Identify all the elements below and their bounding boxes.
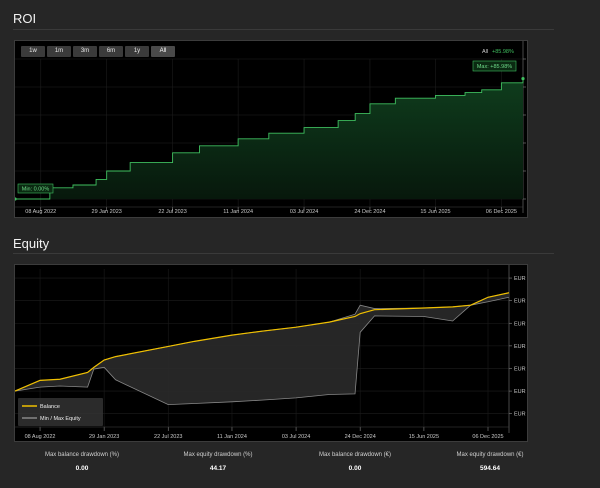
- stat-label: Max balance drawdown (€): [318, 452, 392, 458]
- equity-x-tick-label: 29 Jan 2023: [89, 434, 119, 440]
- roi-title: ROI: [13, 11, 37, 26]
- equity-divider: [13, 253, 554, 254]
- roi-x-tick-label: 29 Jan 2023: [92, 209, 122, 215]
- stat-label: Max equity drawdown (€): [456, 452, 524, 458]
- stat-value: 594.64: [480, 465, 500, 472]
- equity-x-tick-label: 03 Jul 2024: [282, 434, 310, 440]
- roi-legend-all: All: [482, 49, 488, 55]
- stat-value: 0.00: [75, 465, 89, 472]
- range-button-1w[interactable]: 1w: [21, 46, 45, 57]
- stat-3: Max balance drawdown (€) 0.00: [295, 452, 415, 472]
- roi-x-tick-label: 08 Aug 2022: [25, 209, 56, 215]
- roi-min-label: Min: 0.00%: [22, 187, 50, 193]
- roi-max-label: Max: +85.98%: [477, 64, 512, 70]
- stat-2: Max equity drawdown (%) 44.17: [158, 452, 278, 472]
- equity-x-tick-label: 22 Jul 2023: [154, 434, 182, 440]
- equity-chart[interactable]: EUR 800.00 EUR 1 000.00 EUR 1 200.00 EUR 1 …: [15, 265, 527, 441]
- roi-chart[interactable]: 0.00%+20.00%+40.00%+60.00%+80.00%+100.00…: [15, 41, 527, 217]
- equity-y-tick-label: EUR 1 400.00: [514, 344, 527, 350]
- equity-y-tick-label: EUR 1 200.00: [514, 366, 527, 372]
- equity-min-line: [15, 296, 510, 406]
- roi-x-tick-label: 03 Jul 2024: [290, 209, 318, 215]
- stat-4: Max equity drawdown (€) 594.64: [430, 452, 550, 472]
- range-selector: 1w 1m 3m 6m 1y All: [21, 46, 175, 57]
- legend-balance-label: Balance: [40, 404, 60, 410]
- stat-label: Max equity drawdown (%): [183, 452, 253, 458]
- stat-label: Max balance drawdown (%): [44, 452, 120, 458]
- range-button-3m[interactable]: 3m: [73, 46, 97, 57]
- stat-value: 44.17: [209, 465, 227, 472]
- range-button-1m[interactable]: 1m: [47, 46, 71, 57]
- roi-min-point: [15, 197, 17, 201]
- range-button-6m[interactable]: 6m: [99, 46, 123, 57]
- roi-min-box: [17, 183, 54, 194]
- stat-1: Max balance drawdown (%) 0.00: [22, 452, 142, 472]
- roi-max-point: [521, 77, 525, 81]
- range-button-1y[interactable]: 1y: [125, 46, 149, 57]
- equity-x-tick-label: 15 Jun 2025: [409, 434, 439, 440]
- equity-x-tick-label: 11 Jan 2024: [217, 434, 247, 440]
- equity-y-tick-label: EUR 1 800.00: [514, 299, 527, 305]
- legend-minmax-label: Min / Max Equity: [40, 416, 81, 422]
- equity-chart-panel: EUR 800.00 EUR 1 000.00 EUR 1 200.00 EUR 1 …: [14, 264, 528, 442]
- equity-x-tick-label: 08 Aug 2022: [25, 434, 56, 440]
- equity-minmax-band: [15, 292, 509, 405]
- roi-x-tick-label: 15 Jun 2025: [420, 209, 450, 215]
- roi-max-box: [472, 60, 517, 72]
- equity-balance-line: [15, 292, 510, 392]
- equity-y-tick-label: EUR 800.00: [514, 412, 527, 418]
- equity-y-tick-label: EUR 2 000.00: [514, 276, 527, 282]
- equity-x-tick-label: 24 Dec 2024: [345, 434, 376, 440]
- equity-y-tick-label: EUR 1 000.00: [514, 389, 527, 395]
- stat-value: 0.00: [348, 465, 362, 472]
- equity-y-tick-label: EUR 1 600.00: [514, 321, 527, 327]
- roi-legend-value: +85.98%: [492, 49, 514, 55]
- roi-x-tick-label: 24 Dec 2024: [354, 209, 385, 215]
- roi-x-tick-label: 11 Jan 2024: [223, 209, 253, 215]
- roi-chart-panel: 0.00%+20.00%+40.00%+60.00%+80.00%+100.00…: [14, 40, 528, 218]
- roi-line: [15, 78, 524, 200]
- range-button-all[interactable]: All: [151, 46, 175, 57]
- roi-x-tick-label: 22 Jul 2023: [158, 209, 186, 215]
- equity-x-tick-label: 06 Dec 2025: [472, 434, 503, 440]
- equity-title: Equity: [13, 236, 50, 251]
- equity-legend-box: [18, 398, 103, 426]
- roi-x-tick-label: 06 Dec 2025: [486, 209, 517, 215]
- roi-divider: [13, 29, 554, 30]
